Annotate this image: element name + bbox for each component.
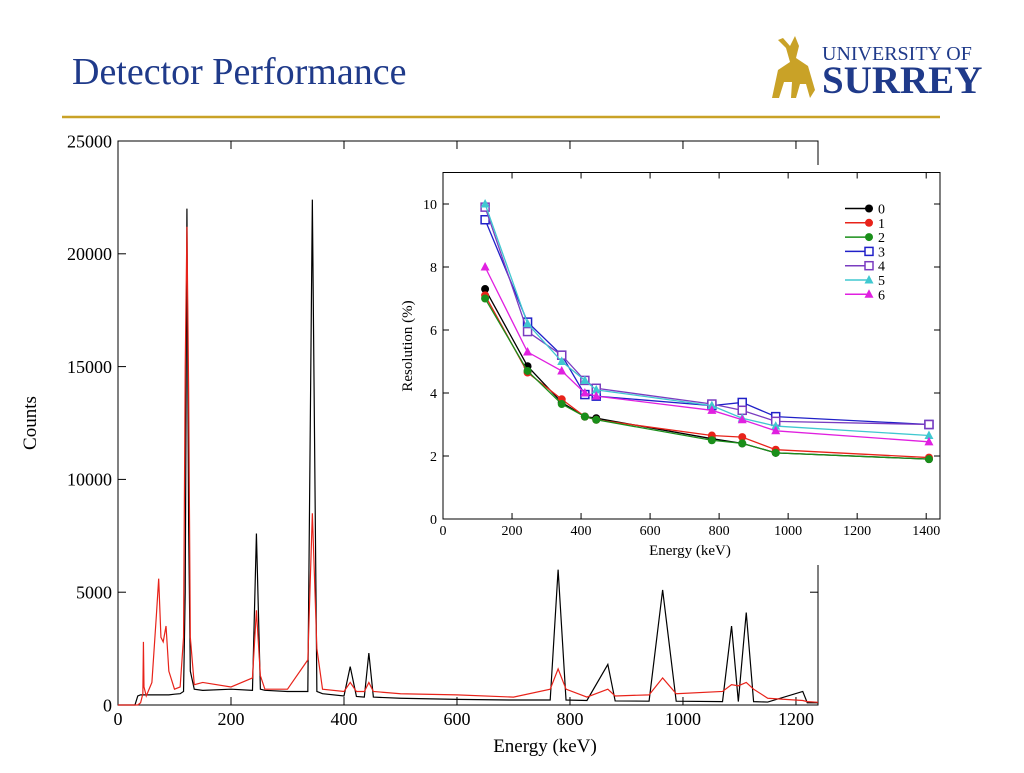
y-tick-label: 25000	[67, 131, 112, 151]
marker	[738, 433, 747, 442]
marker	[924, 436, 934, 446]
marker	[924, 430, 934, 440]
y-tick-label: 4	[430, 387, 437, 402]
x-tick-label: 400	[571, 524, 592, 539]
marker	[480, 262, 490, 271]
marker	[864, 289, 874, 298]
y-tick-label: 5000	[76, 583, 112, 603]
legend-label: 0	[878, 203, 885, 218]
x-tick-label: 1200	[843, 524, 871, 539]
marker	[557, 400, 566, 409]
legend-label: 6	[878, 288, 885, 303]
x-tick-label: 1000	[774, 524, 802, 539]
marker	[481, 285, 490, 294]
legend-label: 5	[878, 274, 885, 289]
marker	[864, 260, 874, 271]
marker	[523, 347, 533, 356]
y-tick-label: 10000	[67, 470, 112, 490]
x-tick-label: 0	[114, 709, 123, 729]
x-axis-label: Energy (keV)	[649, 543, 731, 559]
y-axis-label: Counts	[20, 396, 41, 450]
marker	[580, 412, 589, 421]
y-tick-label: 6	[430, 324, 437, 339]
logo-bottom: SURREY	[822, 59, 982, 102]
marker	[865, 204, 873, 213]
marker	[591, 384, 601, 394]
y-tick-label: 2	[430, 450, 437, 465]
marker	[591, 391, 601, 400]
marker	[707, 405, 717, 414]
legend-label: 4	[878, 260, 885, 275]
marker	[557, 365, 567, 375]
spectrum-chart: 0 200 400 600 800 1000 12000500010000150002000…	[20, 131, 819, 757]
plot-frame	[442, 172, 941, 520]
marker	[864, 246, 874, 257]
x-tick-label: 200	[502, 524, 523, 539]
marker	[592, 415, 601, 424]
x-tick-label: 1400	[912, 524, 940, 539]
marker	[523, 318, 533, 328]
x-tick-label: 1200	[778, 709, 814, 729]
marker	[865, 233, 873, 242]
y-tick-label: 0	[103, 695, 112, 715]
marker	[557, 356, 567, 365]
x-tick-label: 800	[556, 709, 583, 729]
marker	[771, 448, 780, 457]
marker	[737, 405, 747, 416]
y-tick-label: 10	[423, 198, 437, 213]
marker	[707, 400, 717, 410]
marker	[924, 419, 934, 430]
legend-label: 2	[878, 231, 885, 246]
slide-title: Detector Performance	[72, 51, 406, 93]
series-line	[118, 199, 818, 706]
marker	[480, 199, 490, 208]
marker	[707, 436, 716, 445]
y-tick-label: 0	[430, 513, 437, 528]
legend-label: 1	[878, 217, 885, 232]
marker	[580, 375, 590, 384]
x-tick-label: 600	[640, 524, 661, 539]
marker	[523, 366, 532, 375]
logo-top: UNIVERSITY OF	[822, 43, 972, 65]
y-tick-label: 15000	[67, 357, 112, 377]
marker	[737, 397, 747, 408]
y-tick-label: 8	[430, 261, 437, 276]
series-line	[118, 226, 819, 706]
logo: UNIVERSITY OF SURREY	[772, 36, 982, 102]
marker	[865, 218, 873, 227]
marker	[737, 414, 747, 424]
marker	[522, 326, 533, 337]
inset-background	[400, 165, 945, 565]
y-tick-label: 20000	[67, 244, 112, 264]
x-tick-label: 0	[440, 524, 447, 539]
x-tick-label: 600	[443, 709, 470, 729]
marker	[738, 439, 747, 448]
marker	[924, 455, 933, 464]
y-axis-label: Resolution (%)	[400, 300, 416, 391]
x-axis-label: Energy (keV)	[493, 736, 597, 757]
marker	[580, 388, 590, 397]
legend-label: 3	[878, 245, 885, 260]
x-tick-label: 200	[217, 709, 244, 729]
logo-stag	[772, 36, 815, 98]
marker	[771, 425, 781, 435]
marker	[481, 294, 490, 303]
marker	[864, 275, 874, 284]
x-tick-label: 800	[709, 524, 730, 539]
x-tick-label: 1000	[665, 709, 701, 729]
marker	[771, 421, 781, 430]
x-tick-label: 400	[330, 709, 357, 729]
